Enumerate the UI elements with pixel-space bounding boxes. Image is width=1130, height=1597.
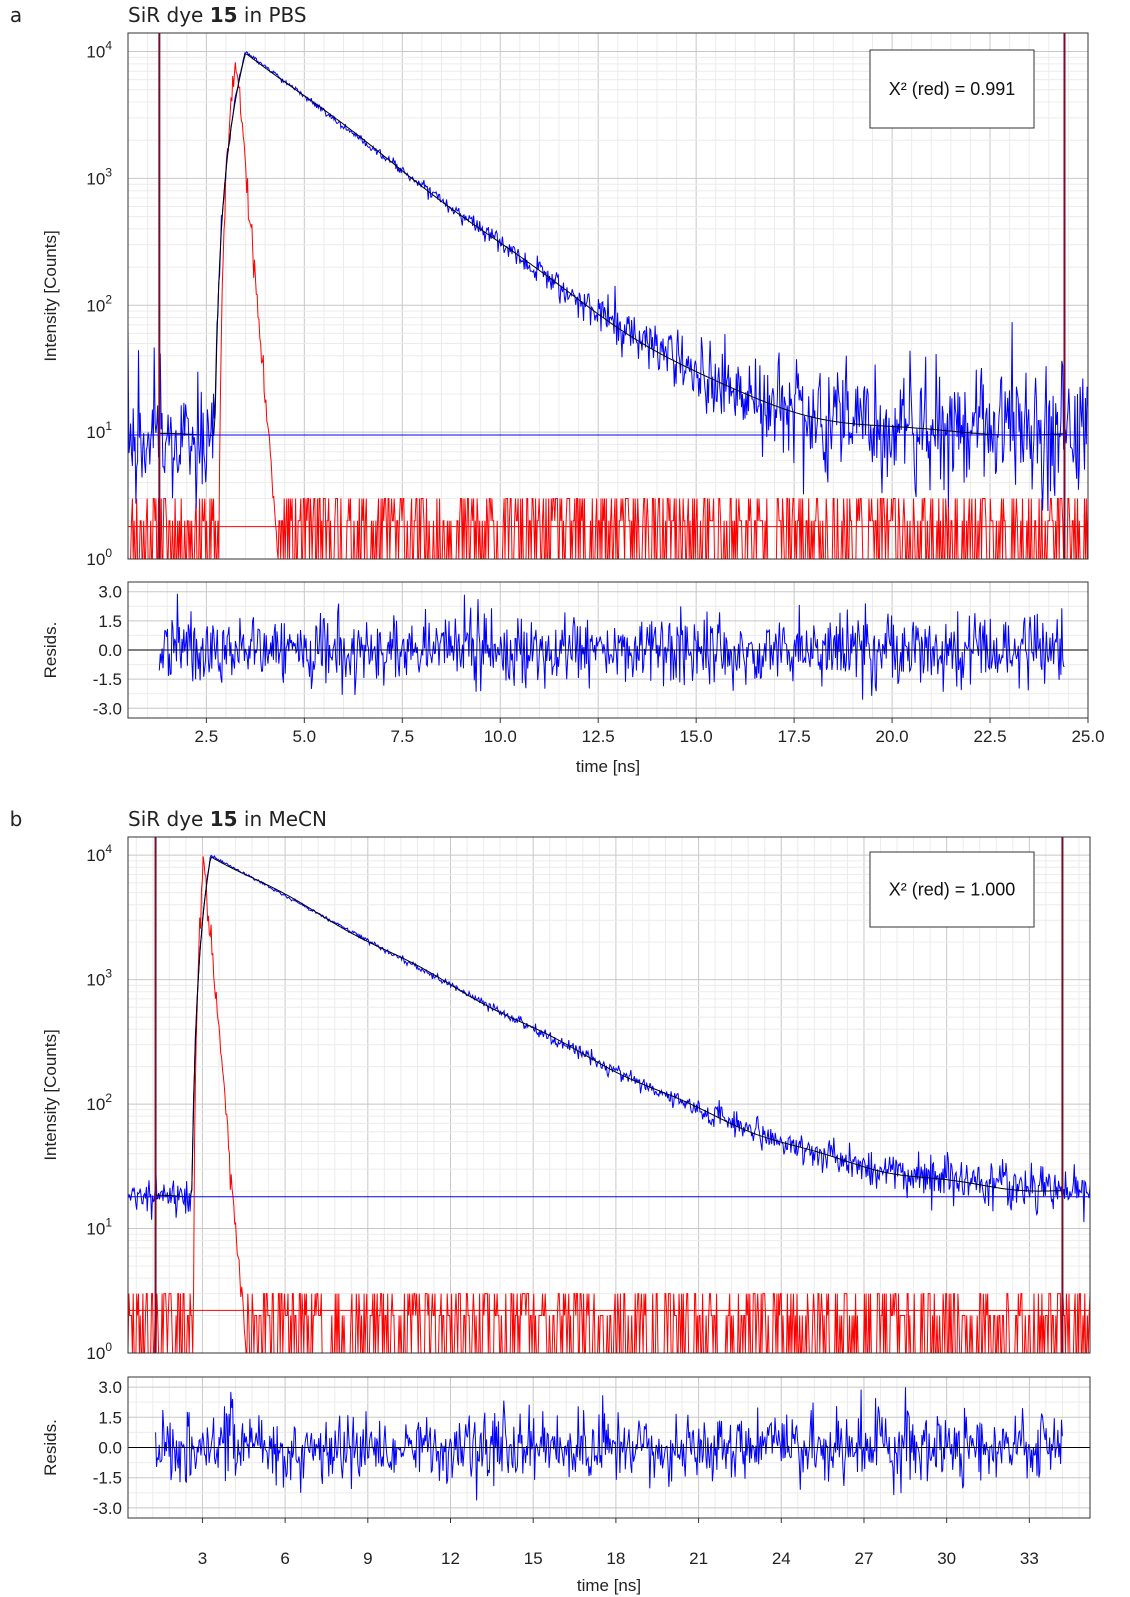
x-tick-label: 15	[524, 1549, 543, 1568]
y-tick-label: 102	[86, 1091, 112, 1114]
series-decay	[127, 854, 1091, 1223]
tick-exponent: 2	[105, 292, 112, 306]
tick-base: 10	[86, 550, 105, 569]
tick-base: 10	[86, 971, 105, 990]
grid	[127, 33, 1089, 560]
tick-base: 10	[86, 43, 105, 62]
chi-squared-label: X² (red) = 1.000	[889, 880, 1016, 900]
tick-base: 10	[86, 296, 105, 315]
series-residuals	[158, 593, 1065, 700]
x-tick-label: 12.5	[582, 727, 615, 746]
y-tick-label: 104	[86, 842, 112, 865]
panel-letter: b	[10, 807, 23, 831]
tick-exponent: 2	[105, 1091, 112, 1105]
chart-title: SiR dye 15 in MeCN	[128, 807, 327, 831]
y-tick-label: 103	[86, 165, 112, 188]
y-axis-label: Intensity [Counts]	[41, 230, 60, 361]
y-tick-label: 100	[86, 1340, 112, 1363]
x-tick-label: 24	[772, 1549, 791, 1568]
resid-y-tick: -1.5	[93, 1469, 122, 1488]
chi-box	[869, 851, 1035, 928]
y-tick-label: 100	[86, 546, 112, 569]
title-suffix: in MeCN	[238, 807, 327, 831]
chi-box	[869, 49, 1035, 129]
title-prefix: SiR dye	[128, 807, 210, 831]
x-tick-label: 6	[280, 1549, 289, 1568]
title-bold: 15	[210, 807, 238, 831]
x-tick-label: 25.0	[1071, 727, 1104, 746]
y-axis-label: Intensity [Counts]	[41, 1029, 60, 1160]
series-fit	[159, 53, 1065, 436]
y-tick-label: 101	[86, 419, 112, 442]
resid-y-label: Resids.	[41, 1419, 60, 1476]
x-tick-label: 30	[937, 1549, 956, 1568]
x-tick-label: 33	[1020, 1549, 1039, 1568]
x-tick-label: 5.0	[293, 727, 317, 746]
y-tick-label: 101	[86, 1216, 112, 1239]
resid-y-label: Resids.	[41, 622, 60, 679]
x-tick-label: 15.0	[680, 727, 713, 746]
resid-y-tick: 3.0	[98, 1378, 122, 1397]
panel-a: a SiR dye 15 in PBS100101102103104Intensi…	[10, 3, 1105, 776]
x-tick-label: 12	[441, 1549, 460, 1568]
tick-exponent: 1	[105, 1216, 112, 1230]
y-tick-label: 104	[86, 39, 112, 62]
x-tick-label: 10.0	[484, 727, 517, 746]
resid-frame	[127, 1376, 1091, 1519]
y-tick-label: 102	[86, 292, 112, 315]
tick-exponent: 4	[105, 39, 112, 53]
tick-base: 10	[86, 846, 105, 865]
resid-y-tick: 1.5	[98, 1408, 122, 1427]
tick-base: 10	[86, 169, 105, 188]
resid-y-tick: -3.0	[93, 1499, 122, 1518]
tick-base: 10	[86, 1220, 105, 1239]
x-tick-label: 27	[855, 1549, 874, 1568]
tick-exponent: 1	[105, 419, 112, 433]
x-tick-label: 7.5	[390, 727, 414, 746]
x-tick-label: 2.5	[195, 727, 219, 746]
x-tick-label: 22.5	[973, 727, 1006, 746]
series-residuals	[155, 1387, 1063, 1501]
resid-frame	[127, 581, 1089, 719]
x-axis-label: time [ns]	[576, 757, 640, 776]
x-axis-label: time [ns]	[577, 1576, 641, 1595]
x-tick-label: 3	[198, 1549, 207, 1568]
tick-base: 10	[86, 1095, 105, 1114]
y-tick-label: 103	[86, 967, 112, 990]
tick-exponent: 3	[105, 967, 112, 981]
x-tick-label: 21	[689, 1549, 708, 1568]
panel-letter: a	[10, 3, 22, 27]
title-prefix: SiR dye	[128, 3, 210, 27]
x-tick-label: 20.0	[876, 727, 909, 746]
resid-y-tick: -3.0	[93, 699, 122, 718]
plot-frame	[127, 32, 1089, 560]
title-suffix: in PBS	[238, 3, 307, 27]
tick-exponent: 3	[105, 165, 112, 179]
x-tick-label: 17.5	[778, 727, 811, 746]
resid-y-tick: -1.5	[93, 670, 122, 689]
panel-b: b SiR dye 15 in MeCN100101102103104Intens…	[10, 807, 1091, 1595]
x-tick-label: 9	[363, 1549, 372, 1568]
tick-exponent: 4	[105, 842, 112, 856]
resid-y-tick: 1.5	[98, 612, 122, 631]
resid-y-tick: 3.0	[98, 583, 122, 602]
title-bold: 15	[210, 3, 238, 27]
x-tick-label: 18	[606, 1549, 625, 1568]
plot-frame	[127, 836, 1091, 1354]
chart-title: SiR dye 15 in PBS	[128, 3, 307, 27]
chi-squared-label: X² (red) = 0.991	[889, 79, 1016, 99]
resid-y-tick: 0.0	[98, 1439, 122, 1458]
tick-base: 10	[86, 423, 105, 442]
resid-y-tick: 0.0	[98, 641, 122, 660]
series-fit	[155, 856, 1063, 1198]
tick-exponent: 0	[105, 1340, 112, 1354]
tick-base: 10	[86, 1344, 105, 1363]
tick-exponent: 0	[105, 546, 112, 560]
